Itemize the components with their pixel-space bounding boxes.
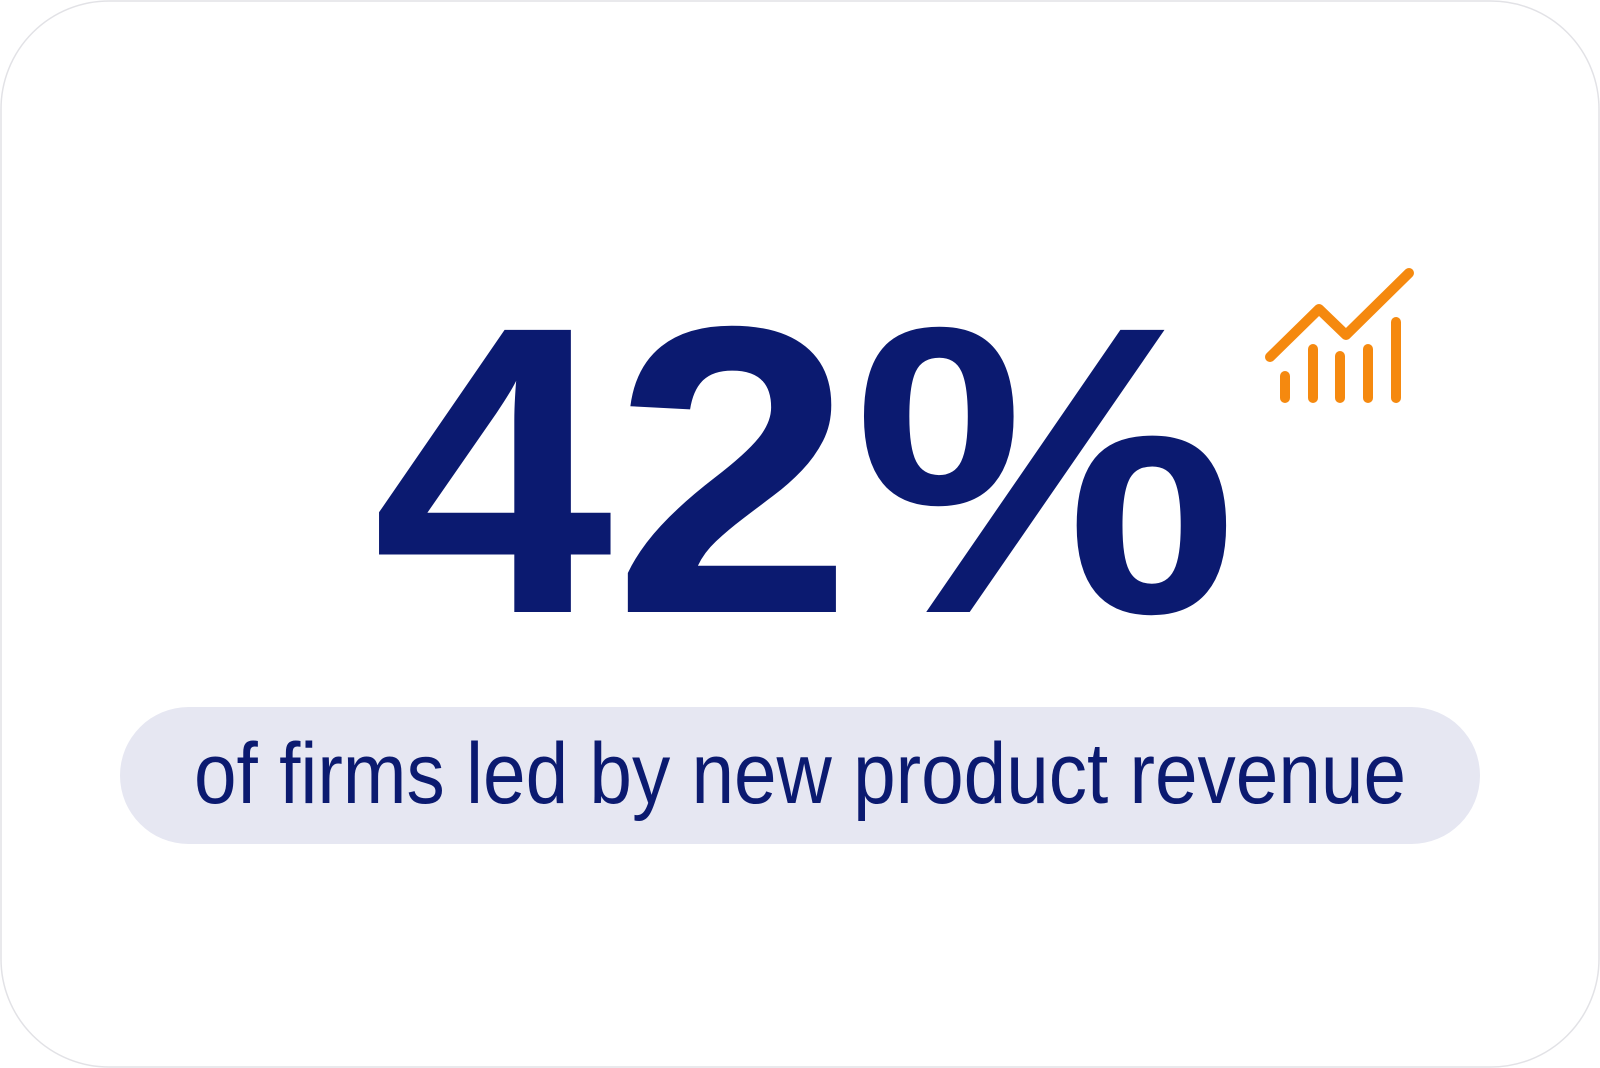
caption-pill <box>120 707 1480 844</box>
stat-caption: of firms led by new product revenue <box>194 726 1406 822</box>
growth-icon <box>1265 268 1414 403</box>
stat-value: 42% <box>373 241 1238 699</box>
icon-trend-line <box>1265 268 1414 362</box>
